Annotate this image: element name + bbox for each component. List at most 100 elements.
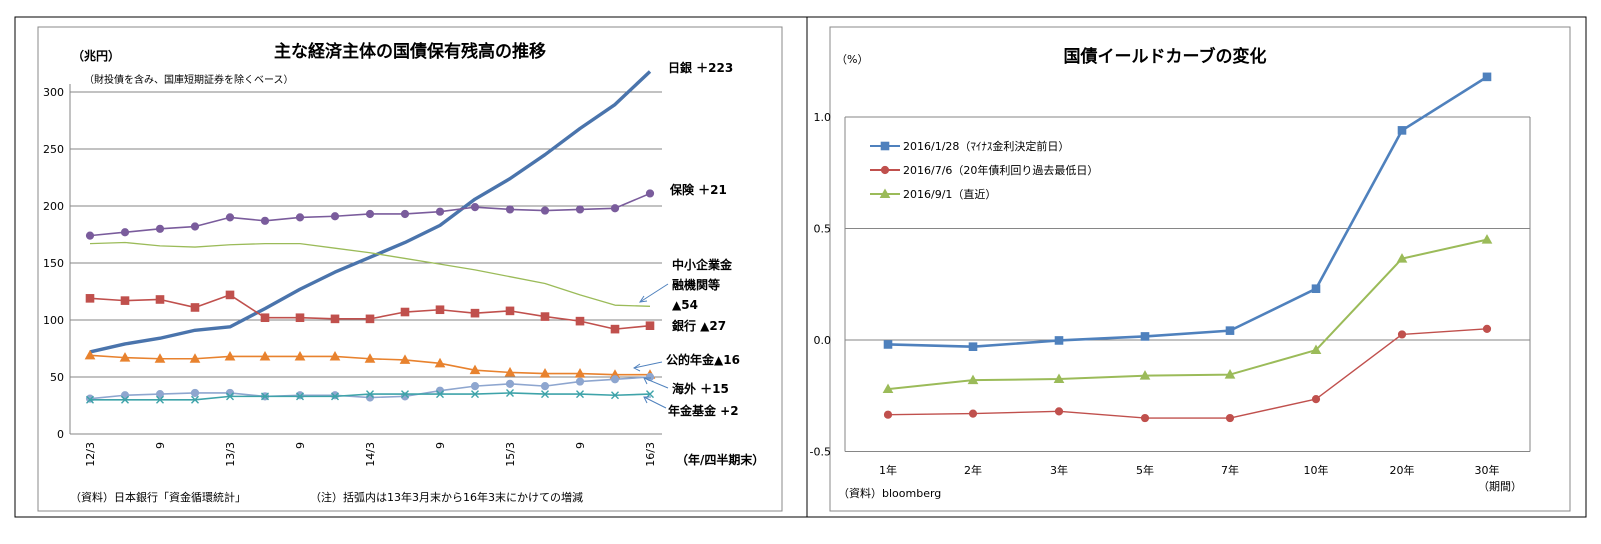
right-series-2-point — [882, 383, 894, 394]
right-series-2-point — [1481, 234, 1493, 244]
left-series-4-point — [329, 350, 341, 361]
right-x-ticks: 1年 2年 3年 5年 7年 10年 20年 30年 — [879, 463, 1500, 477]
arrow-public-pension-head — [633, 363, 641, 372]
left-series-3-point — [365, 314, 375, 324]
right-source: （資料）bloomberg — [838, 486, 941, 500]
left-series-3-point — [610, 324, 620, 334]
arrow-pension-fund-head — [643, 396, 651, 404]
left-series-6-point — [156, 395, 164, 404]
left-series-line-0 — [89, 70, 652, 354]
right-x-tick-label: 1年 — [879, 463, 897, 477]
right-series-line-2 — [887, 238, 1488, 391]
left-series-4 — [84, 349, 656, 379]
left-series-5-point — [85, 394, 95, 403]
left-series-1-point — [435, 207, 445, 216]
left-y-tick-label: 150 — [43, 257, 64, 270]
left-series-group — [84, 70, 656, 404]
left-series-1-point — [120, 228, 130, 237]
left-series-3-point — [260, 313, 270, 323]
left-series-6-point — [436, 390, 444, 399]
left-series-3-point — [470, 308, 480, 318]
left-series-4-point — [539, 368, 551, 378]
arrow-overseas — [643, 377, 669, 389]
left-series-6-point — [296, 392, 304, 401]
left-y-ticks: 0 50 100 150 200 250 300 — [43, 86, 64, 441]
left-series-4-point — [259, 350, 271, 361]
left-chart-box — [37, 26, 783, 512]
left-series-1-point — [330, 212, 340, 221]
left-series-4-point — [364, 353, 376, 363]
left-x-tick-label: 9 — [294, 442, 307, 449]
left-x-tick-label: 13/3 — [224, 442, 237, 467]
annotation-arrows — [633, 283, 669, 409]
left-series-6 — [86, 388, 654, 404]
left-series-5-point — [155, 390, 165, 399]
right-series-line-0 — [887, 75, 1488, 348]
left-series-1 — [85, 189, 655, 240]
annotation-insurance: 保険 ＋21 — [669, 182, 727, 197]
right-series-0-point — [1054, 336, 1064, 345]
left-x-tick-label: 14/3 — [364, 442, 377, 467]
left-x-tick-label: 9 — [154, 442, 167, 449]
left-series-3-point — [155, 295, 165, 304]
left-series-6-point — [401, 390, 409, 399]
right-y-tick-label: 0.0 — [814, 334, 832, 347]
right-legend-swatch-marker — [880, 165, 890, 175]
left-series-1-point — [260, 216, 270, 225]
left-series-4-point — [399, 354, 411, 364]
right-chart: 国債イールドカーブの変化 （%） -0.5 0.0 0.5 1.0 1年 2年 3年 5年 7… — [810, 46, 1531, 500]
left-series-4-point — [469, 364, 481, 375]
right-series-1 — [883, 324, 1492, 423]
right-x-tick-label: 2年 — [964, 463, 982, 477]
left-note: （注）括弧内は13年3月末から16年3末にかけての増減 — [310, 490, 583, 504]
left-series-3-point — [505, 306, 515, 316]
annotation-smb-line1: 中小企業金 — [672, 257, 733, 272]
right-series-1-point — [1140, 413, 1150, 423]
left-x-tick-label: 16/3 — [644, 442, 657, 467]
right-series-1-point — [1397, 330, 1407, 339]
left-series-3-point — [400, 307, 410, 317]
annotation-public-pension: 公的年金▲16 — [666, 352, 740, 367]
left-series-6-point — [611, 391, 619, 400]
left-series-1-point — [470, 203, 480, 212]
right-series-0-point — [1311, 284, 1321, 294]
arrow-overseas-head — [643, 377, 651, 385]
right-x-tick-label: 20年 — [1390, 463, 1415, 477]
right-x-tick-label: 3年 — [1050, 463, 1068, 477]
left-series-5-point — [190, 388, 200, 398]
right-series-1-point — [883, 410, 893, 419]
left-series-3-point — [575, 316, 585, 326]
annotation-smb-line3: ▲54 — [672, 298, 698, 312]
annotation-boj: 日銀 ＋223 — [668, 60, 733, 75]
left-y-tick-label: 200 — [43, 200, 64, 213]
left-series-1-point — [85, 231, 95, 240]
left-series-6-point — [86, 395, 94, 404]
left-chart: 主な経済主体の国債保有残高の推移 （兆円） （財投債を含み、国庫短期証券を除くベ… — [43, 41, 764, 504]
right-legend-label: 2016/7/6（20年債利回り過去最低日） — [903, 163, 1098, 177]
right-series-0-point — [883, 340, 893, 349]
right-series-2-point — [1053, 373, 1065, 384]
annotation-overseas: 海外 ＋15 — [672, 381, 729, 396]
left-series-1-point — [190, 222, 200, 231]
left-chart-title: 主な経済主体の国債保有残高の推移 — [274, 41, 546, 62]
left-series-5-point — [540, 382, 550, 391]
right-series-group — [882, 72, 1493, 423]
left-source: （資料）日本銀行「資金循環統計」 — [70, 490, 246, 504]
left-series-5-point — [470, 382, 480, 391]
right-series-0 — [883, 72, 1492, 351]
left-series-6-point — [506, 388, 514, 397]
left-series-line-2 — [89, 241, 651, 307]
right-legend: 2016/1/28（ﾏｲﾅｽ金利決定前日） 2016/7/6（20年債利回り過去最… — [870, 139, 1098, 201]
left-x-tick-label: 9 — [434, 442, 447, 449]
right-y-tick-label: 1.0 — [814, 111, 832, 124]
arrow-smb-head — [638, 295, 648, 303]
left-series-1-point — [540, 206, 550, 215]
right-x-tick-label: 10年 — [1304, 463, 1329, 477]
right-series-line-1 — [887, 328, 1488, 419]
right-x-tick-label: 7年 — [1221, 463, 1239, 477]
left-series-3-point — [190, 303, 200, 312]
left-y-tick-label: 50 — [50, 371, 64, 384]
arrow-public-pension — [633, 361, 663, 369]
left-series-5-point — [295, 391, 305, 400]
